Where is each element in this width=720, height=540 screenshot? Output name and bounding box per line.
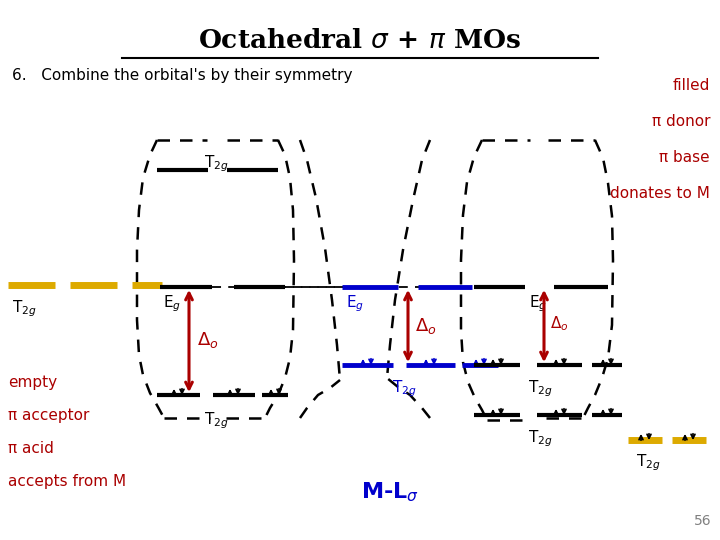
Text: M-L$_\sigma$: M-L$_\sigma$ (361, 480, 419, 504)
Text: π acceptor: π acceptor (8, 408, 89, 423)
Text: T$_{2g}$: T$_{2g}$ (204, 153, 228, 173)
Text: T$_{2g}$: T$_{2g}$ (636, 452, 660, 472)
Text: T$_{2g}$: T$_{2g}$ (392, 378, 416, 399)
Text: 56: 56 (694, 514, 712, 528)
Text: π acid: π acid (8, 441, 54, 456)
Text: T$_{2g}$: T$_{2g}$ (12, 298, 37, 319)
Text: π base: π base (660, 150, 710, 165)
Text: E$_g$: E$_g$ (529, 293, 547, 314)
Text: E$_g$: E$_g$ (163, 293, 181, 314)
Text: E$_g$: E$_g$ (346, 293, 364, 314)
Text: T$_{2g}$: T$_{2g}$ (204, 410, 228, 430)
Text: π donor: π donor (652, 114, 710, 129)
Text: T$_{2g}$: T$_{2g}$ (528, 378, 552, 399)
Text: Octahedral $\sigma$ + $\pi$ MOs: Octahedral $\sigma$ + $\pi$ MOs (199, 28, 521, 53)
Text: $\Delta_o$: $\Delta_o$ (197, 330, 219, 350)
Text: empty: empty (8, 375, 57, 390)
Text: $\Delta_o$: $\Delta_o$ (415, 316, 436, 336)
Text: 6.   Combine the orbital's by their symmetry: 6. Combine the orbital's by their symmet… (12, 68, 353, 83)
Text: $\Delta_o$: $\Delta_o$ (550, 315, 569, 333)
Text: accepts from M: accepts from M (8, 474, 126, 489)
Text: filled: filled (672, 78, 710, 93)
Text: donates to M: donates to M (610, 186, 710, 201)
Text: T$_{2g}$: T$_{2g}$ (528, 428, 552, 449)
